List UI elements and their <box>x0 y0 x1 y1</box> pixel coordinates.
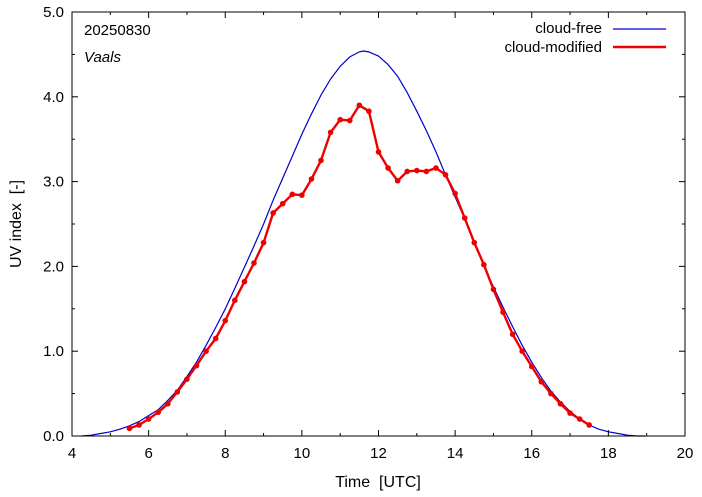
x-tick-label: 6 <box>144 445 152 462</box>
data-point-cloud-modified <box>404 168 411 175</box>
data-point-cloud-modified <box>471 239 478 246</box>
data-point-cloud-modified <box>461 215 468 221</box>
data-point-cloud-modified <box>155 409 162 416</box>
data-point-cloud-modified <box>212 335 219 342</box>
data-point-cloud-modified <box>375 149 382 155</box>
x-tick-label: 18 <box>600 445 617 462</box>
data-point-cloud-modified <box>222 317 229 324</box>
series-layer <box>81 50 645 437</box>
x-tick-label: 10 <box>294 445 311 462</box>
data-point-cloud-modified <box>346 117 353 124</box>
data-point-cloud-modified <box>481 261 487 268</box>
data-point-cloud-modified <box>366 108 372 115</box>
data-point-cloud-modified <box>567 410 573 416</box>
data-point-cloud-modified <box>241 278 248 285</box>
data-point-cloud-modified <box>299 192 305 198</box>
data-point-cloud-modified <box>394 177 401 184</box>
x-tick-label: 12 <box>370 445 387 462</box>
data-point-cloud-modified <box>308 176 315 182</box>
plot-frame <box>71 11 686 437</box>
data-point-cloud-modified <box>509 331 516 338</box>
y-tick-label: 3.0 <box>43 174 64 191</box>
y-axis-label: UV index [-] <box>8 180 25 268</box>
data-point-cloud-modified <box>193 362 200 369</box>
data-point-cloud-modified <box>279 200 286 207</box>
data-point-cloud-modified <box>126 425 133 432</box>
data-point-cloud-modified <box>519 348 525 355</box>
data-point-cloud-modified <box>538 378 545 385</box>
legend-label-cloud-modified: cloud-modified <box>504 39 602 56</box>
data-point-cloud-modified <box>500 309 506 315</box>
data-point-cloud-modified <box>145 416 152 422</box>
data-point-cloud-modified <box>356 102 363 109</box>
data-point-cloud-modified <box>576 416 583 422</box>
ticks-layer: 4 6 8 10 12 14 16 18 20 0.0 1.0 2.0 3.0 4.0 5.0 <box>43 4 693 462</box>
x-tick-label: 16 <box>523 445 540 462</box>
data-point-cloud-modified <box>318 157 324 164</box>
data-point-cloud-modified <box>414 167 420 174</box>
data-point-cloud-modified <box>136 422 142 428</box>
data-point-cloud-modified <box>337 116 343 123</box>
series-line-cloud-modified <box>129 104 590 430</box>
x-tick-label: 4 <box>68 445 76 462</box>
data-point-cloud-modified <box>203 348 209 355</box>
y-tick-label: 1.0 <box>43 343 64 360</box>
data-point-cloud-modified <box>442 172 449 178</box>
location-annotation: Vaals <box>84 49 121 66</box>
data-point-cloud-modified <box>423 168 430 175</box>
data-point-cloud-modified <box>174 389 181 395</box>
date-annotation: 20250830 <box>84 22 151 39</box>
data-point-cloud-modified <box>232 297 238 304</box>
data-point-cloud-modified <box>260 239 267 246</box>
data-point-cloud-modified <box>270 210 276 216</box>
data-point-cloud-modified <box>289 191 296 198</box>
legend: cloud-free cloud-modified <box>504 20 666 56</box>
data-point-cloud-modified <box>385 165 391 171</box>
x-tick-label: 8 <box>221 445 229 462</box>
data-point-cloud-modified <box>586 422 593 428</box>
x-axis-label: Time [UTC] <box>335 474 421 491</box>
y-tick-label: 2.0 <box>43 258 64 275</box>
data-point-cloud-modified <box>251 260 257 266</box>
x-tick-label: 14 <box>447 445 464 462</box>
data-point-cloud-modified <box>433 165 439 171</box>
x-tick-label: 20 <box>677 445 694 462</box>
data-point-cloud-modified <box>528 363 535 370</box>
data-point-cloud-modified <box>164 400 171 407</box>
data-point-cloud-modified <box>557 400 564 407</box>
data-point-cloud-modified <box>490 286 497 293</box>
data-point-cloud-modified <box>548 390 554 397</box>
data-point-cloud-modified <box>184 376 190 382</box>
data-point-cloud-modified <box>452 190 458 197</box>
data-point-cloud-modified <box>327 129 334 136</box>
y-tick-label: 5.0 <box>43 4 64 21</box>
y-tick-label: 0.0 <box>43 428 64 445</box>
y-tick-label: 4.0 <box>43 89 64 106</box>
legend-label-cloud-free: cloud-free <box>535 20 602 37</box>
